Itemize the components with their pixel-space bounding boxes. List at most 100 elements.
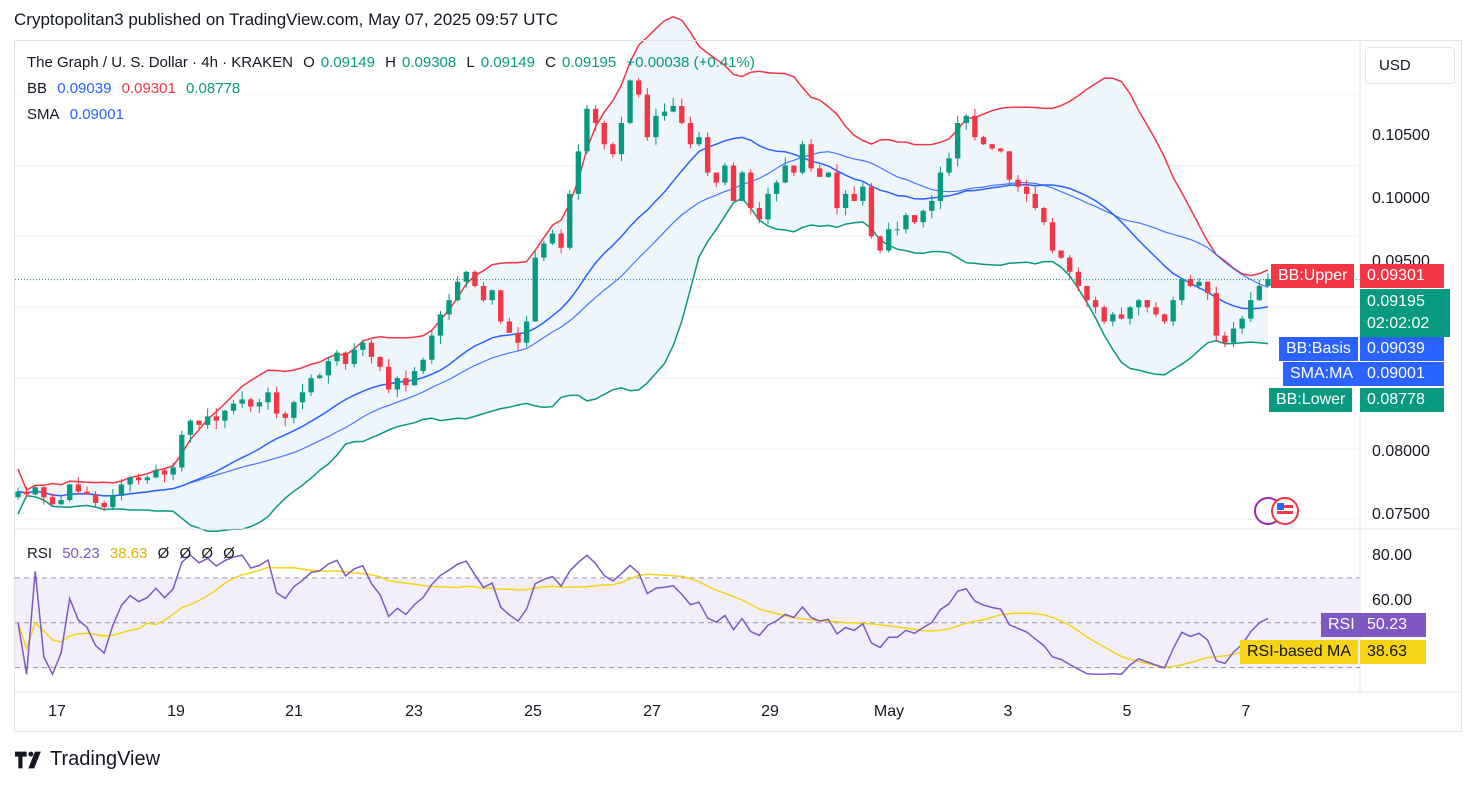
tradingview-logo[interactable]: TradingView <box>14 748 160 771</box>
close-value: 0.09195 <box>562 54 617 71</box>
candle-body <box>704 137 711 173</box>
candle-body <box>877 236 883 251</box>
publisher-line: Cryptopolitan3 published on TradingView.… <box>14 10 559 29</box>
candle-body <box>110 495 116 508</box>
rsi-line <box>17 554 1269 677</box>
candle-body <box>256 402 263 407</box>
rsi-axis-label: 60.00 <box>1372 592 1413 609</box>
candle-body <box>463 271 469 282</box>
candle-body <box>144 477 150 481</box>
candle-body <box>41 487 47 498</box>
candle-body <box>1023 186 1030 194</box>
x-axis-label: 5 <box>1122 703 1132 720</box>
candle-body <box>1084 286 1090 301</box>
candle-body <box>498 290 504 322</box>
candle-body <box>653 115 659 138</box>
candle-body <box>567 193 573 248</box>
candle-body <box>58 500 64 505</box>
candle-body <box>1222 335 1228 343</box>
candle-body <box>454 281 461 301</box>
bb-basis-line <box>17 136 1269 497</box>
candle-body <box>67 484 73 501</box>
candle-body <box>782 165 788 183</box>
candle-body <box>980 137 987 145</box>
sma-legend[interactable]: SMA 0.09001 <box>27 106 130 123</box>
price-axis-label: 0.08000 <box>1372 443 1430 460</box>
bb-upper-line <box>17 15 1269 492</box>
bb-legend[interactable]: BB 0.09039 0.09301 0.08778 <box>27 80 246 97</box>
candle-body <box>472 271 478 286</box>
rsi-value: 50.23 <box>62 545 100 562</box>
candle-body <box>696 137 702 145</box>
candle-body <box>196 420 202 425</box>
candle-body <box>489 290 495 301</box>
candle-body <box>972 115 978 138</box>
candle-body <box>963 115 969 123</box>
candle-body <box>1161 314 1168 322</box>
sma-legend-name: SMA <box>27 106 60 123</box>
candle-body <box>549 233 556 244</box>
candle-body <box>1230 328 1237 343</box>
candle-body <box>679 105 685 123</box>
candle-body <box>1265 278 1271 286</box>
candle-body <box>636 80 642 95</box>
x-axis-label: 25 <box>524 703 542 720</box>
low-value: 0.09149 <box>480 54 535 71</box>
open-value: 0.09149 <box>320 54 375 71</box>
candle-body <box>506 321 513 333</box>
bb-legend-name: BB <box>27 80 48 97</box>
x-axis-label: 7 <box>1241 703 1251 720</box>
candle-body <box>101 502 107 508</box>
candle-body <box>601 122 607 145</box>
candle-body <box>713 172 719 183</box>
bb-upper-tag-label: BB:Upper <box>1271 264 1355 288</box>
candle-body <box>386 366 392 390</box>
rsi-legend[interactable]: RSI 50.23 38.63 Ø Ø Ø Ø <box>27 545 235 562</box>
candle-body <box>817 168 823 177</box>
x-axis-label: 17 <box>48 703 66 720</box>
bb-upper-value: 0.09301 <box>121 80 176 97</box>
candle-body <box>282 413 288 418</box>
candle-body <box>308 378 314 393</box>
candle-body <box>911 215 918 223</box>
candle-body <box>722 165 728 183</box>
candle-body <box>532 257 538 322</box>
candle-body <box>1075 271 1082 286</box>
change-value: +0.00038 (+0.41%) <box>626 54 755 71</box>
candle-body <box>1144 300 1150 308</box>
symbol-name[interactable]: The Graph / U. S. Dollar · 4h · KRAKEN <box>27 54 293 71</box>
candle-body <box>1041 208 1047 223</box>
candle-body <box>773 182 780 194</box>
candle-body <box>291 402 297 418</box>
candle-body <box>265 392 271 403</box>
x-axis-label: 27 <box>643 703 661 720</box>
candle-body <box>1067 257 1073 272</box>
us-flag-canton <box>1277 503 1284 510</box>
candle-body <box>592 108 599 123</box>
candle-body <box>334 352 340 362</box>
candle-body <box>989 144 995 149</box>
candle-body <box>730 165 737 201</box>
candle-body <box>610 144 616 155</box>
x-axis-label: May <box>873 703 905 720</box>
candle-body <box>273 392 280 414</box>
candle-body <box>1006 151 1013 180</box>
candle-body <box>92 494 99 503</box>
rsi-legend-name: RSI <box>27 545 53 562</box>
bb-lower-line <box>17 197 1269 533</box>
x-axis-label: 23 <box>405 703 423 720</box>
bb-basis-tag-label: BB:Basis <box>1279 337 1358 361</box>
bb-lower-value: 0.08778 <box>186 80 241 97</box>
us-flag-stripe <box>1277 511 1293 514</box>
candle-body <box>937 172 944 201</box>
candle-body <box>1092 300 1099 308</box>
bb-upper-tag-value: 0.09301 <box>1360 264 1444 288</box>
high-value: 0.09308 <box>402 54 457 71</box>
candle-body <box>1239 318 1245 329</box>
candle-body <box>360 342 366 350</box>
candle-body <box>627 80 633 123</box>
candle-body <box>368 342 375 357</box>
currency-button[interactable]: USD <box>1365 47 1455 84</box>
candle-body <box>351 349 357 364</box>
